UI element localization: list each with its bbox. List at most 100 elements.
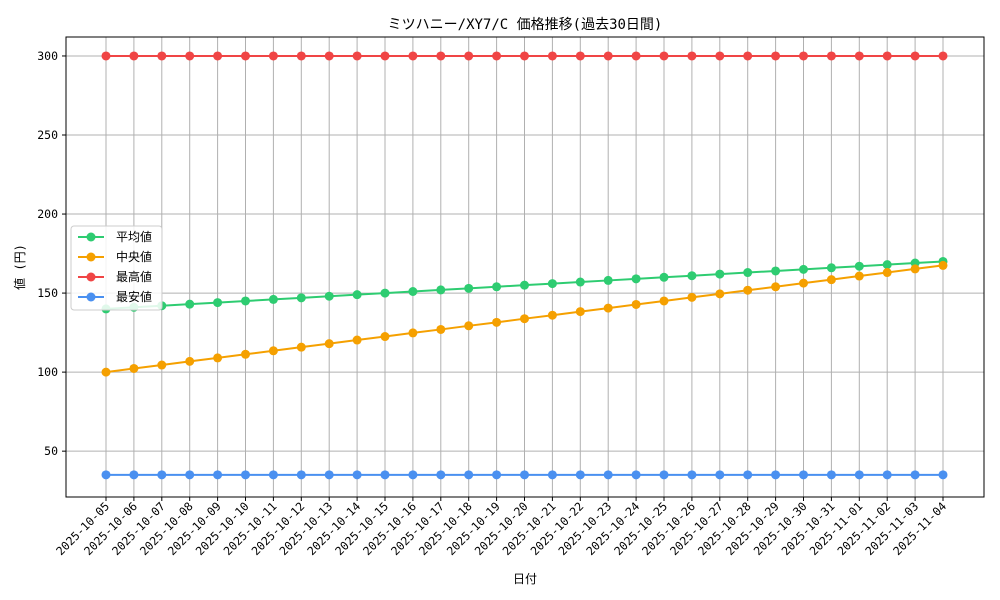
data-point xyxy=(213,51,223,61)
data-point xyxy=(129,51,139,61)
data-point xyxy=(938,51,948,61)
legend-item: 最安値 xyxy=(78,289,152,304)
data-point xyxy=(129,470,139,480)
legend-swatch-marker xyxy=(86,232,96,242)
data-point xyxy=(185,470,195,480)
data-point xyxy=(241,296,250,306)
data-point xyxy=(854,470,864,480)
data-point xyxy=(771,470,781,480)
data-point xyxy=(910,264,920,274)
data-point xyxy=(464,321,474,331)
data-point xyxy=(268,51,278,61)
legend-label: 中央値 xyxy=(116,249,152,264)
data-point xyxy=(380,332,390,342)
data-point xyxy=(854,261,864,271)
data-point xyxy=(436,470,446,480)
data-point xyxy=(408,470,418,480)
data-point xyxy=(268,346,278,356)
data-point xyxy=(213,298,223,308)
data-point xyxy=(854,51,864,61)
legend-label: 最安値 xyxy=(116,289,152,304)
data-point xyxy=(492,51,502,61)
chart-title: ミツハニー/XY7/C 価格推移(過去30日間) xyxy=(388,17,663,33)
data-point xyxy=(241,349,250,359)
data-point xyxy=(352,335,362,345)
data-point xyxy=(101,470,111,480)
data-point xyxy=(687,271,697,281)
data-point xyxy=(492,282,502,292)
series-1 xyxy=(101,260,948,377)
data-point xyxy=(826,51,836,61)
data-point xyxy=(380,470,390,480)
data-point xyxy=(631,299,641,309)
data-point xyxy=(826,263,836,273)
data-point xyxy=(882,51,892,61)
data-point xyxy=(185,299,195,309)
data-point xyxy=(603,470,613,480)
data-point xyxy=(241,470,250,480)
legend-swatch-marker xyxy=(86,292,96,302)
data-point xyxy=(547,310,557,320)
data-point xyxy=(547,279,557,289)
data-point xyxy=(575,51,585,61)
series-3 xyxy=(101,470,948,480)
data-point xyxy=(631,51,641,61)
data-point xyxy=(659,51,669,61)
data-point xyxy=(603,51,613,61)
y-tick-label: 100 xyxy=(37,365,58,379)
data-point xyxy=(799,264,808,274)
data-point xyxy=(157,360,167,370)
data-point xyxy=(799,278,808,288)
data-point xyxy=(157,470,167,480)
legend-item: 中央値 xyxy=(78,249,152,264)
y-tick-label: 300 xyxy=(37,49,58,63)
data-point xyxy=(603,303,613,313)
data-point xyxy=(101,367,111,377)
legend-item: 平均値 xyxy=(78,229,152,244)
data-point xyxy=(380,51,390,61)
data-point xyxy=(436,324,446,334)
y-tick-label: 250 xyxy=(37,128,58,142)
data-point xyxy=(715,289,725,299)
data-point xyxy=(380,288,390,298)
data-point xyxy=(799,51,808,61)
legend-swatch-marker xyxy=(86,272,96,282)
data-point xyxy=(296,470,306,480)
data-point xyxy=(854,271,864,281)
legend-label: 平均値 xyxy=(116,229,152,244)
data-point xyxy=(603,275,613,285)
data-point xyxy=(464,470,474,480)
series-layer xyxy=(101,51,948,480)
data-point xyxy=(715,269,725,279)
data-point xyxy=(743,268,753,278)
y-axis: 50 100 150 200 250 300 xyxy=(37,49,66,458)
data-point xyxy=(938,470,948,480)
data-point xyxy=(771,51,781,61)
data-point xyxy=(687,292,697,302)
legend-label: 最高値 xyxy=(116,269,152,284)
data-point xyxy=(324,339,334,349)
data-point xyxy=(659,470,669,480)
data-point xyxy=(352,470,362,480)
data-point xyxy=(157,51,167,61)
data-point xyxy=(185,51,195,61)
data-point xyxy=(352,51,362,61)
data-point xyxy=(826,470,836,480)
data-point xyxy=(826,275,836,285)
data-point xyxy=(743,285,753,295)
data-point xyxy=(910,51,920,61)
x-axis: 2025-10-052025-10-062025-10-072025-10-08… xyxy=(53,497,949,558)
data-point xyxy=(687,470,697,480)
data-point xyxy=(492,470,502,480)
data-point xyxy=(520,470,529,480)
data-point xyxy=(687,51,697,61)
data-point xyxy=(268,294,278,304)
data-point xyxy=(715,51,725,61)
x-axis-label: 日付 xyxy=(513,572,537,586)
data-point xyxy=(882,260,892,270)
y-tick-label: 150 xyxy=(37,286,58,300)
y-tick-label: 200 xyxy=(37,207,58,221)
data-point xyxy=(882,470,892,480)
data-point xyxy=(408,51,418,61)
data-point xyxy=(101,51,111,61)
